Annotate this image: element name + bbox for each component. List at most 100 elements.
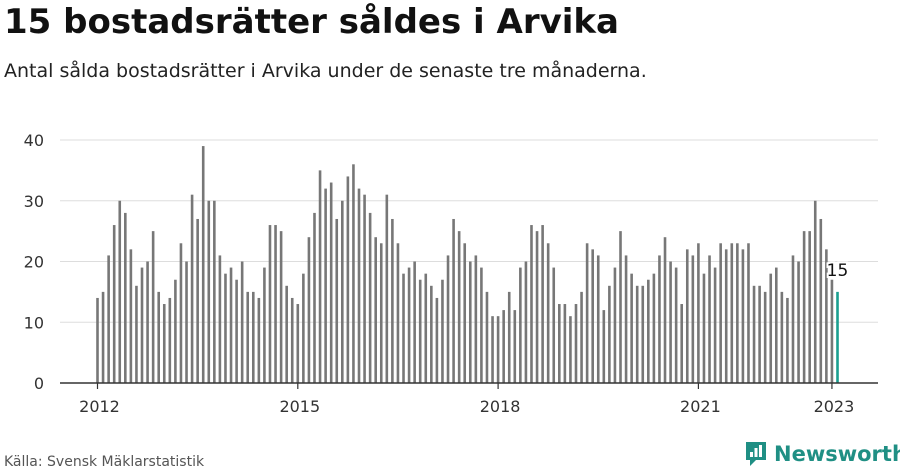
- bar: [201, 146, 205, 383]
- bar: [379, 243, 383, 383]
- y-tick-label: 30: [24, 192, 44, 211]
- bar: [391, 218, 394, 383]
- bar: [786, 297, 789, 383]
- bar: [468, 261, 472, 383]
- bar: [413, 261, 416, 383]
- bar: [363, 194, 366, 383]
- bar: [268, 225, 272, 383]
- bar: [513, 310, 517, 383]
- bar: [635, 285, 639, 383]
- bar: [758, 285, 761, 383]
- bar: [151, 231, 155, 383]
- bar: [441, 279, 444, 383]
- y-tick-label: 0: [34, 374, 44, 393]
- bar: [613, 267, 617, 383]
- bar: [213, 200, 216, 383]
- bar: [174, 279, 177, 383]
- bar: [674, 267, 678, 383]
- bar: [357, 188, 361, 383]
- bar: [830, 279, 834, 383]
- bar: [552, 267, 556, 383]
- bar: [558, 304, 561, 383]
- bar: [196, 218, 199, 383]
- newsworthy-logo: Newsworthy: [744, 440, 900, 468]
- bar: [702, 273, 706, 383]
- bar: [207, 200, 211, 383]
- bar: [496, 316, 500, 383]
- bar: [724, 249, 728, 383]
- bar: [752, 285, 756, 383]
- bar: [624, 255, 628, 383]
- bar: [251, 291, 255, 383]
- bar: [652, 273, 656, 383]
- bar: [368, 212, 372, 383]
- chart-subtitle: Antal sålda bostadsrätter i Arvika under…: [4, 60, 647, 82]
- bar: [107, 255, 110, 383]
- y-tick-label: 40: [24, 131, 44, 150]
- bar: [530, 225, 533, 383]
- bar: [101, 291, 105, 383]
- bar: [162, 304, 166, 383]
- bar: [457, 231, 461, 383]
- bar: [647, 279, 650, 383]
- bar: [596, 255, 600, 383]
- x-tick-label: 2023: [814, 397, 855, 416]
- bar: [302, 273, 305, 383]
- bar: [602, 310, 606, 383]
- bar: [780, 291, 784, 383]
- bar: [296, 304, 300, 383]
- bar: [374, 237, 377, 383]
- bar: [719, 243, 722, 383]
- bar: [235, 279, 238, 383]
- bar: [480, 267, 483, 383]
- bar: [352, 164, 355, 383]
- bar: [585, 243, 589, 383]
- bar: [524, 261, 528, 383]
- bar: [474, 255, 478, 383]
- bar: [507, 291, 511, 383]
- bar: [129, 249, 133, 383]
- bar: [808, 231, 811, 383]
- bar: [691, 255, 695, 383]
- bar: [491, 316, 494, 383]
- bar: [430, 285, 433, 383]
- bar: [435, 297, 439, 383]
- bar: [246, 291, 250, 383]
- bar: [190, 194, 194, 383]
- bar: [96, 297, 99, 383]
- bar: [769, 273, 773, 383]
- bar: [485, 291, 489, 383]
- bar: [307, 237, 311, 383]
- bar: [580, 291, 583, 383]
- bar: [329, 182, 333, 383]
- bar: [402, 273, 405, 383]
- bar: [396, 243, 400, 383]
- x-tick-label: 2021: [680, 397, 721, 416]
- chart-title: 15 bostadsrätter såldes i Arvika: [4, 2, 619, 42]
- bar: [385, 194, 389, 383]
- bar: [697, 243, 700, 383]
- bar: [318, 170, 322, 383]
- highlight-bar: [836, 291, 839, 383]
- bar: [708, 255, 711, 383]
- source-text: Källa: Svensk Mäklarstatistik: [4, 454, 205, 470]
- x-tick-label: 2018: [480, 397, 521, 416]
- bar: [135, 285, 138, 383]
- bar: [685, 249, 689, 383]
- bar: [407, 267, 411, 383]
- bar: [741, 249, 745, 383]
- bar: [713, 267, 717, 383]
- bar: [680, 304, 684, 383]
- bar: [736, 243, 739, 383]
- bar: [774, 267, 778, 383]
- bar: [313, 212, 316, 383]
- bar: [140, 267, 144, 383]
- bar: [641, 285, 645, 383]
- bar: [274, 225, 277, 383]
- bar: [563, 304, 567, 383]
- bar: [118, 200, 122, 383]
- bar: [446, 255, 450, 383]
- bar: [569, 316, 572, 383]
- bar: [185, 261, 188, 383]
